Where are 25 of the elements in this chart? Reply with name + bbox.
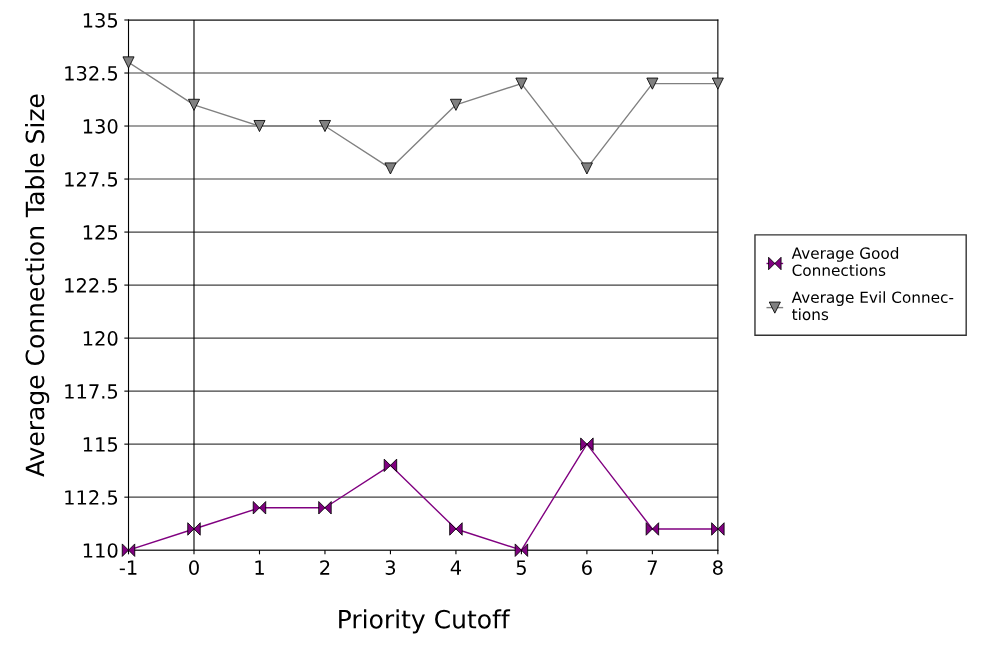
legend-label: Average Evil Connec- tions bbox=[791, 291, 954, 321]
x-tick-label: 5 bbox=[516, 560, 526, 575]
y-tick-label: 125 bbox=[83, 225, 118, 240]
x-tick-label: 6 bbox=[582, 560, 592, 575]
y-tick-label: 115 bbox=[83, 437, 118, 452]
y-tick-label: 112.5 bbox=[65, 490, 118, 505]
legend-label: Average Good Connections bbox=[791, 247, 899, 277]
x-tick-label: 3 bbox=[385, 560, 396, 575]
y-axis-title: Average Connection Table Size bbox=[25, 94, 50, 477]
y-tick-label: 117.5 bbox=[65, 384, 118, 399]
y-tick-label: 132.5 bbox=[65, 65, 118, 81]
y-tick-label: 127.5 bbox=[65, 172, 118, 187]
x-tick-label: 4 bbox=[450, 560, 462, 575]
x-tick-label: 8 bbox=[712, 560, 723, 575]
x-tick-label: 1 bbox=[255, 560, 264, 575]
y-tick-label: 135 bbox=[83, 12, 118, 28]
x-axis-title: Priority Cutoff bbox=[339, 609, 511, 634]
x-tick-label: 2 bbox=[320, 560, 330, 575]
y-tick-label: 120 bbox=[83, 331, 118, 346]
y-tick-label: 110 bbox=[83, 543, 118, 558]
y-tick-label: 130 bbox=[83, 118, 118, 134]
x-tick-label: 7 bbox=[647, 560, 657, 575]
x-tick-label: 0 bbox=[189, 560, 199, 575]
x-tick-label: -1 bbox=[119, 560, 137, 575]
y-tick-label: 122.5 bbox=[65, 278, 118, 293]
